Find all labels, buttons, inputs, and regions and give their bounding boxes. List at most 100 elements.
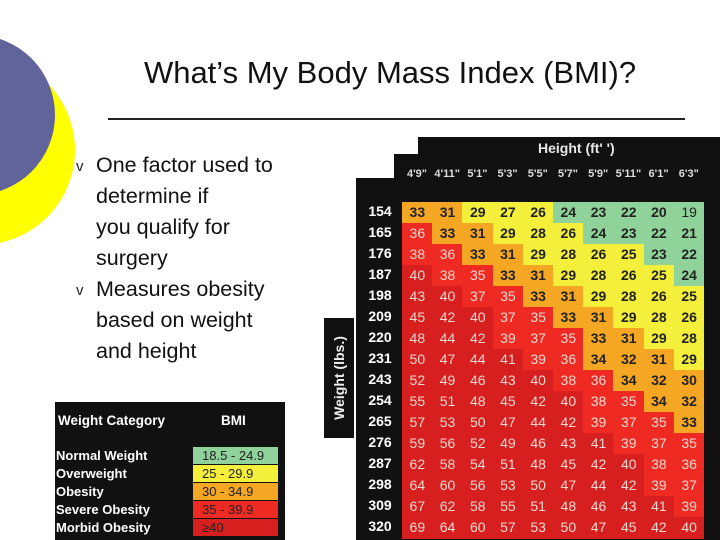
weight-row-label: 265 — [368, 413, 392, 429]
bmi-cell: 41 — [492, 349, 524, 371]
bullet-line: determine if — [96, 184, 209, 208]
bmi-cell: 37 — [643, 433, 675, 455]
legend-row: Severe Obesity 35 - 39.9 — [55, 501, 285, 518]
title-divider — [108, 118, 685, 120]
bmi-cell: 37 — [613, 412, 645, 434]
bmi-cell: 46 — [583, 496, 614, 518]
weight-row-label: 298 — [368, 476, 392, 492]
bmi-cell: 33 — [432, 223, 463, 245]
legend-row: Overweight 25 - 29.9 — [55, 465, 285, 482]
bmi-cell: 31 — [553, 286, 584, 308]
bmi-cell: 36 — [583, 370, 614, 392]
bmi-cell: 29 — [643, 328, 675, 350]
bmi-cell: 42 — [583, 454, 614, 476]
bmi-cell: 52 — [462, 433, 494, 455]
bmi-cell: 33 — [402, 202, 433, 224]
weight-row-label: 154 — [368, 203, 392, 219]
bullet-line: Measures obesity — [96, 277, 265, 301]
bmi-cell: 31 — [643, 349, 675, 371]
bmi-cell: 40 — [553, 391, 584, 413]
weight-row-label: 209 — [368, 308, 392, 324]
bmi-cell: 38 — [402, 244, 433, 266]
bmi-cell: 34 — [583, 349, 614, 371]
weight-row-label: 320 — [368, 518, 392, 534]
bmi-cell: 50 — [402, 349, 433, 371]
bmi-cell: 48 — [553, 496, 584, 518]
bmi-cell: 26 — [583, 244, 614, 266]
bmi-cell: 46 — [462, 370, 494, 392]
bmi-cell: 31 — [432, 202, 463, 224]
bmi-cell: 59 — [402, 433, 433, 455]
bmi-cell: 25 — [643, 265, 675, 287]
bmi-cell: 45 — [402, 307, 433, 329]
weight-axis-title-band: Weight (lbs.) — [324, 318, 354, 438]
bmi-cell: 47 — [432, 349, 463, 371]
bmi-cell: 37 — [522, 328, 554, 350]
bmi-cell: 21 — [673, 223, 705, 245]
bmi-cell: 35 — [462, 265, 494, 287]
legend-category: Normal Weight — [56, 448, 148, 463]
bmi-cell: 43 — [553, 433, 584, 455]
weight-row-label: 165 — [368, 224, 392, 240]
bmi-cell: 47 — [553, 475, 584, 497]
bmi-cell: 26 — [673, 307, 705, 329]
bmi-cell: 42 — [613, 475, 645, 497]
bmi-cell: 29 — [673, 349, 705, 371]
legend-row: Normal Weight 18.5 - 24.9 — [55, 447, 285, 464]
bmi-cell: 53 — [432, 412, 463, 434]
bmi-cell: 39 — [673, 496, 705, 518]
bmi-cell: 22 — [673, 244, 705, 266]
bmi-cell: 31 — [462, 223, 494, 245]
bullet-line: and height — [96, 339, 197, 363]
bmi-cell: 20 — [643, 202, 675, 224]
bmi-cell: 32 — [643, 370, 675, 392]
bmi-cell: 39 — [613, 433, 645, 455]
weight-row-label: 220 — [368, 329, 392, 345]
bmi-cell: 29 — [462, 202, 494, 224]
bmi-cell: 38 — [583, 391, 614, 413]
bmi-cell: 30 — [673, 370, 705, 392]
bmi-cell: 62 — [432, 496, 463, 518]
bmi-cell: 25 — [673, 286, 705, 308]
bmi-cell: 47 — [583, 517, 614, 539]
bullet-line: you qualify for — [96, 215, 230, 239]
bmi-cell: 26 — [553, 223, 584, 245]
bmi-cell: 37 — [462, 286, 494, 308]
height-column-label: 5'9" — [588, 168, 609, 180]
bmi-cell: 35 — [613, 391, 645, 413]
height-column-label: 5'1" — [467, 168, 488, 180]
decorative-arcs — [0, 39, 75, 243]
weight-axis-title: Weight (lbs.) — [331, 336, 347, 420]
bmi-cell: 34 — [613, 370, 645, 392]
bmi-cell: 57 — [492, 517, 524, 539]
bmi-cell: 36 — [402, 223, 433, 245]
legend-category: Severe Obesity — [56, 502, 150, 517]
weight-row-label: 254 — [368, 392, 392, 408]
bmi-cell: 27 — [492, 202, 524, 224]
bmi-cell: 49 — [432, 370, 463, 392]
bullet-list: v One factor used to determine if you qu… — [76, 150, 321, 367]
bmi-cell: 44 — [522, 412, 554, 434]
bmi-cell: 23 — [583, 202, 614, 224]
bmi-cell: 48 — [402, 328, 433, 350]
legend-header-category: Weight Category — [58, 413, 166, 428]
height-column-label: 5'5" — [527, 168, 548, 180]
bmi-cell: 28 — [553, 244, 584, 266]
bmi-cell: 33 — [583, 328, 614, 350]
bmi-cell: 25 — [613, 244, 645, 266]
bmi-cell: 39 — [583, 412, 614, 434]
bmi-cell: 46 — [522, 433, 554, 455]
bmi-cell: 33 — [462, 244, 494, 266]
bmi-cell: 26 — [643, 286, 675, 308]
legend-range: ≥40 — [193, 519, 278, 536]
height-column-label: 5'7" — [557, 168, 579, 180]
bmi-cell: 40 — [673, 517, 705, 539]
bmi-cell: 53 — [492, 475, 524, 497]
bmi-cell: 50 — [522, 475, 554, 497]
bmi-cell: 19 — [673, 202, 705, 224]
bmi-cell: 56 — [462, 475, 494, 497]
bmi-cell: 32 — [673, 391, 705, 413]
bmi-cell: 28 — [673, 328, 705, 350]
bmi-cell: 55 — [492, 496, 524, 518]
bmi-cell: 62 — [402, 454, 433, 476]
